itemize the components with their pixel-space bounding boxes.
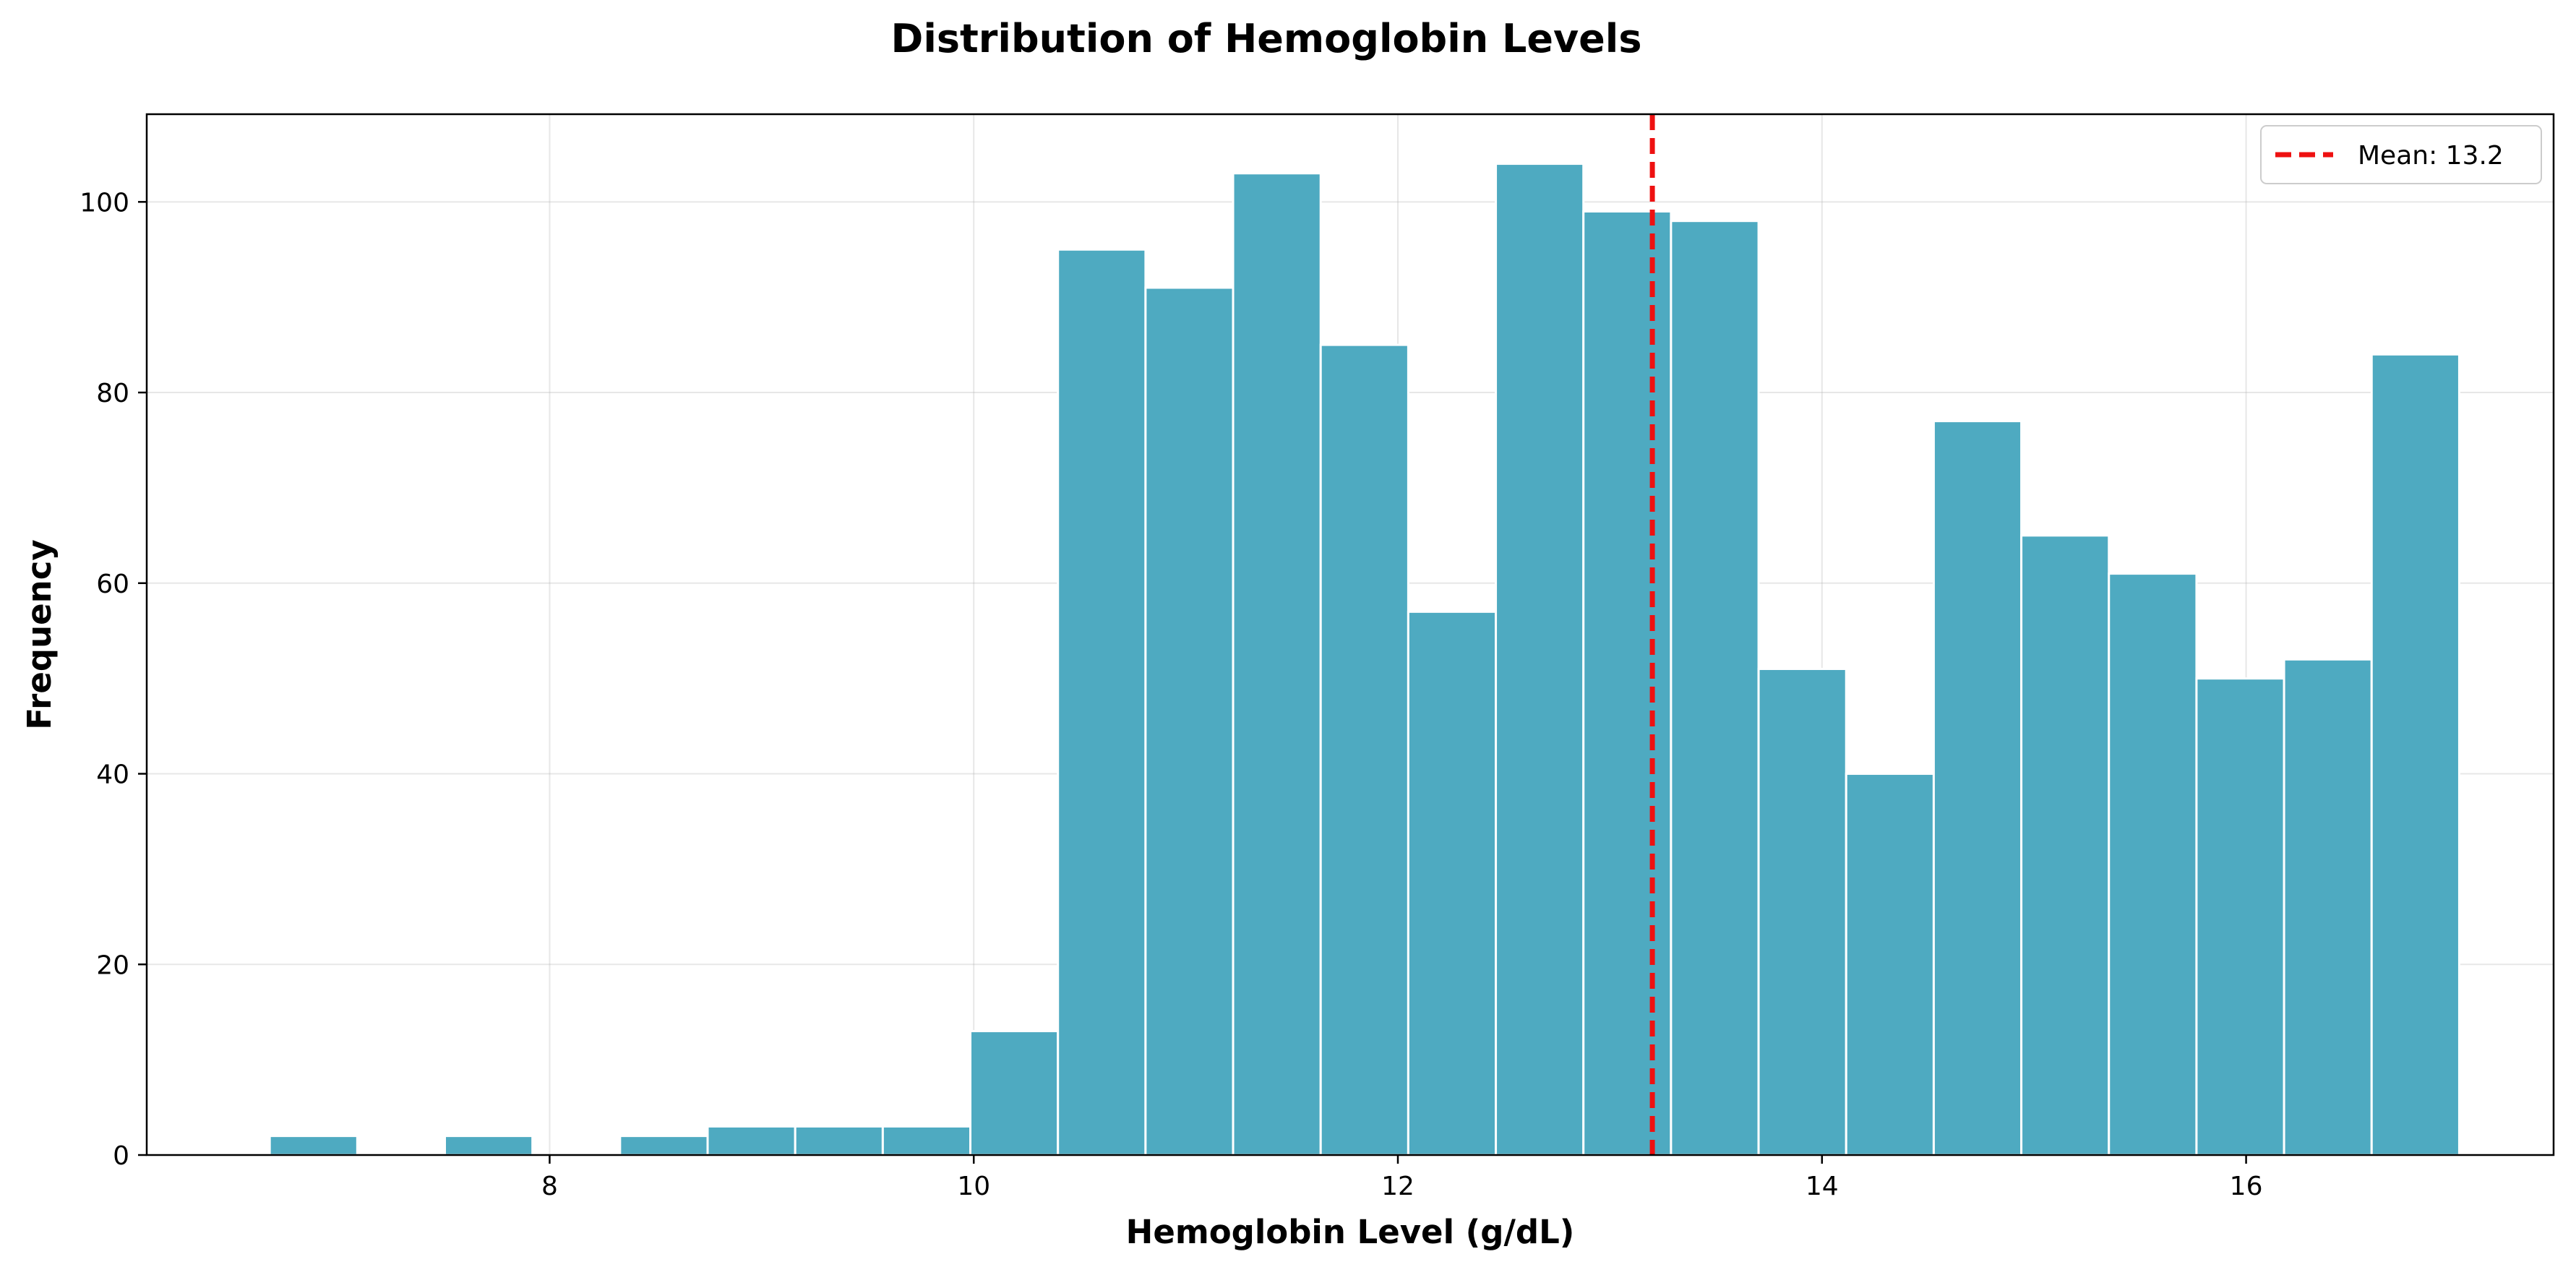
histogram-bar [1144, 286, 1235, 1156]
legend-mean-label: Mean: 13.2 [2358, 141, 2504, 171]
y-tick-label: 0 [113, 1141, 129, 1171]
histogram-bar [1319, 343, 1409, 1156]
x-tick-label: 12 [1381, 1172, 1414, 1201]
y-tick-label: 40 [96, 760, 129, 790]
histogram-bar [268, 1135, 359, 1156]
histogram-bar [1757, 667, 1847, 1156]
x-ticks: 8 10 12 14 16 [541, 1155, 2262, 1201]
histogram-bar [2195, 677, 2285, 1156]
histogram-bar [2020, 534, 2111, 1156]
y-tick-label: 20 [96, 950, 129, 980]
histogram-bar [881, 1125, 972, 1156]
histogram-bar [619, 1135, 709, 1156]
histogram-bar [794, 1125, 884, 1156]
histogram-bar [1057, 248, 1147, 1156]
y-tick-label: 60 [96, 570, 129, 599]
histogram-bar [1845, 773, 1935, 1156]
legend-box [2260, 125, 2542, 184]
histogram-bar [444, 1135, 534, 1156]
y-axis-label: Frequency [20, 539, 59, 729]
x-tick-label: 16 [2230, 1172, 2263, 1201]
histogram-bar [1932, 420, 2023, 1156]
x-tick-label: 8 [541, 1172, 558, 1201]
histogram-bar [969, 1030, 1060, 1156]
x-tick-label: 14 [1806, 1172, 1839, 1201]
histogram-bar [1670, 220, 1760, 1156]
bars [268, 163, 2460, 1156]
plot-frame [145, 113, 2555, 1156]
histogram-bar [1582, 210, 1673, 1156]
histogram-bar [1495, 163, 1585, 1156]
histogram-bar [2108, 572, 2198, 1156]
y-tick-label: 80 [96, 379, 129, 408]
x-axis-label: Hemoglobin Level (g/dL) [1126, 1213, 1575, 1251]
histogram-bar [706, 1125, 797, 1156]
y-tick-label: 100 [80, 188, 129, 218]
histogram-bar [1407, 610, 1498, 1156]
x-tick-label: 10 [957, 1172, 990, 1201]
histogram-bar [2283, 658, 2373, 1156]
chart-title: Distribution of Hemoglobin Levels [891, 16, 1642, 61]
y-ticks: 0 20 40 60 80 100 [80, 188, 147, 1171]
histogram-bar [1232, 172, 1322, 1156]
histogram-bar [2370, 353, 2460, 1156]
legend: Mean: 13.2 [2260, 125, 2542, 184]
